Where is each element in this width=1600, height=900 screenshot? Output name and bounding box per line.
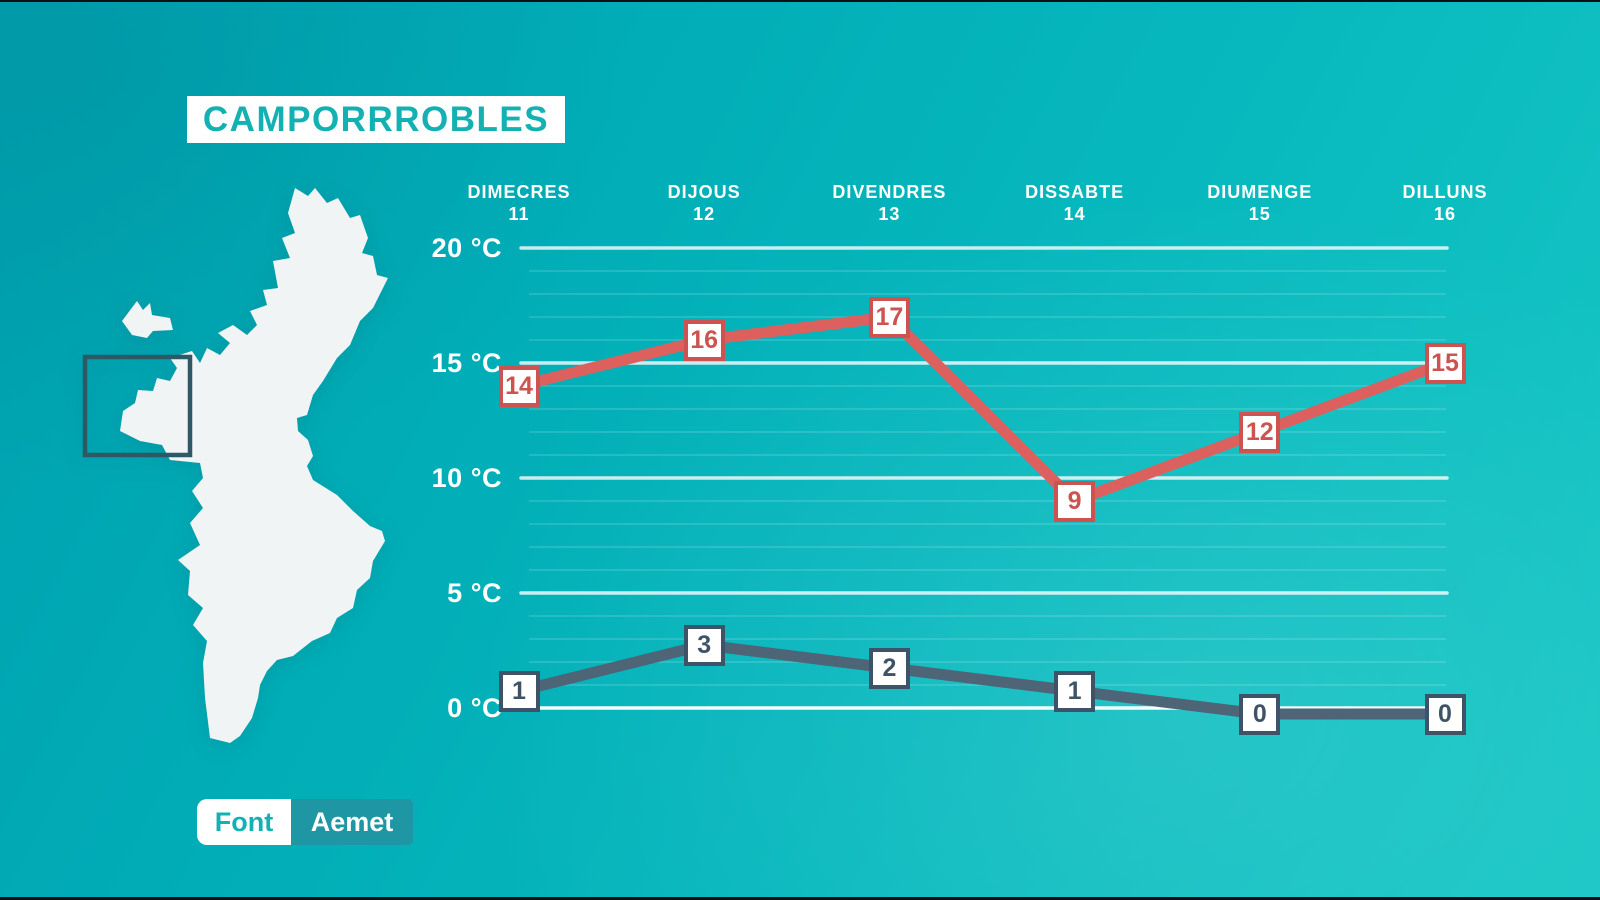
day-date: 15: [1248, 204, 1271, 224]
y-axis-tick-label: 10 °C: [431, 463, 502, 493]
max-temperature-value-label: 15: [1424, 342, 1466, 384]
min-temperature-value-label: 1: [1054, 670, 1096, 712]
max-temperature-line: [513, 311, 1451, 507]
max-temperature-value-label: 16: [683, 319, 725, 361]
y-axis-tick-label: 0 °C: [447, 693, 502, 723]
max-temperature-value-label: 12: [1239, 411, 1281, 453]
day-name: DIVENDRES: [832, 182, 947, 202]
day-name: DISSABTE: [1025, 182, 1125, 202]
x-axis-label: DIJOUS 12: [609, 181, 799, 225]
y-axis-tick-label: 15 °C: [431, 348, 502, 378]
location-title: CAMPORRROBLES: [202, 99, 550, 139]
map-highlight-box: [82, 354, 193, 458]
x-axis-label: DILLUNS 16: [1350, 181, 1540, 225]
region-exclave: [122, 301, 173, 338]
min-temperature-value-label: 3: [683, 624, 725, 666]
top-edge-bar: [0, 0, 1600, 2]
location-title-box: CAMPORRROBLES: [187, 96, 565, 143]
max-temperature-value-label: 14: [498, 365, 540, 407]
region-silhouette: [120, 188, 388, 743]
bottom-edge-bar: [0, 897, 1600, 900]
source-badge: Font Aemet: [197, 799, 413, 845]
source-label: Font: [197, 799, 291, 845]
min-temperature-value-label: 1: [498, 670, 540, 712]
x-axis-label: DIVENDRES 13: [794, 181, 984, 225]
x-axis-label: DIMECRES 11: [424, 181, 614, 225]
day-date: 16: [1433, 204, 1457, 224]
min-temperature-value-label: 0: [1239, 693, 1281, 735]
day-name: DIUMENGE: [1207, 182, 1313, 202]
region-map: [82, 188, 388, 743]
day-name: DIJOUS: [667, 182, 741, 202]
day-date: 12: [693, 204, 716, 224]
day-name: DILLUNS: [1402, 182, 1488, 202]
y-axis-tick-label: 20 °C: [431, 233, 502, 263]
day-name: DIMECRES: [467, 182, 571, 202]
min-temperature-value-label: 0: [1424, 693, 1466, 735]
max-temperature-value-label: 9: [1054, 480, 1096, 522]
y-axis-tick-label: 5 °C: [447, 578, 502, 608]
x-axis-label: DISSABTE 14: [980, 181, 1170, 225]
x-axis-label: DIUMENGE 15: [1165, 181, 1355, 225]
min-temperature-value-label: 2: [868, 647, 910, 689]
min-temperature-line: [513, 639, 1451, 720]
source-value: Aemet: [291, 799, 413, 845]
max-temperature-value-label: 17: [868, 296, 910, 338]
day-date: 14: [1063, 204, 1086, 224]
day-date: 13: [878, 204, 901, 224]
day-date: 11: [508, 204, 530, 224]
